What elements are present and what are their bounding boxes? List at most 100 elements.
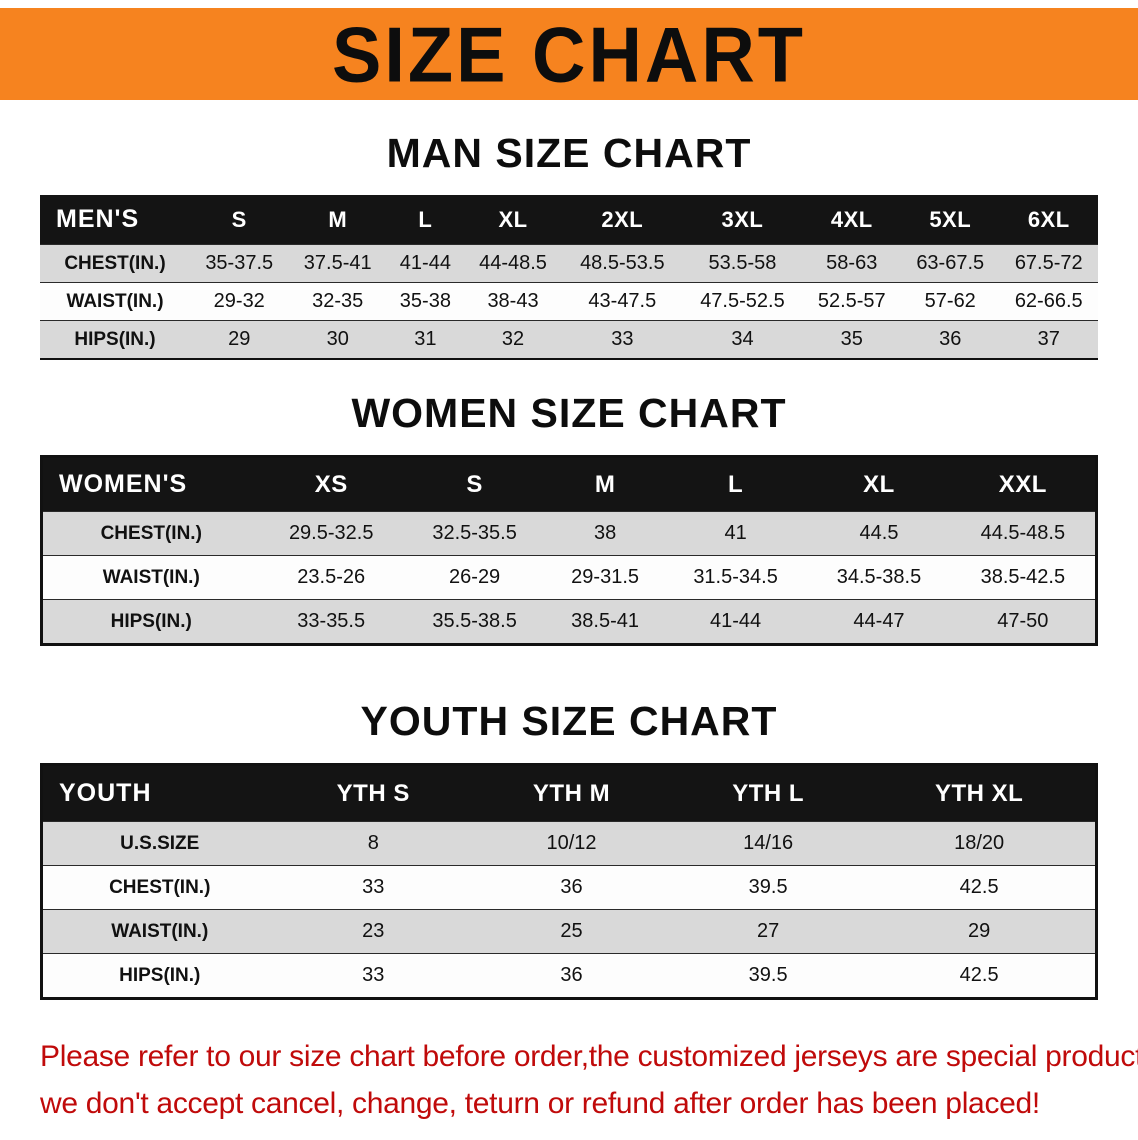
size-value: 18/20 [863,821,1097,866]
disclaimer-text: Please refer to our size chart before or… [40,1034,1138,1127]
youth-size-table: YOUTH YTH S YTH M YTH L YTH XL U.S.SIZE 8 10/12… [40,763,1098,1000]
women-size-section: WOMEN SIZE CHART WOMEN'S XS S M L XL XXL CHEST(… [0,390,1138,646]
column-header: XL [463,195,563,245]
size-value: 47-50 [950,599,1097,645]
size-value: 42.5 [863,953,1097,999]
youth-size-section: YOUTH SIZE CHART YOUTH YTH S YTH M YTH L YTH… [0,698,1138,1000]
size-value: 53.5-58 [682,244,803,283]
column-header: XL [807,456,951,512]
table-title-cell: YOUTH [41,764,277,822]
size-value: 41-44 [663,599,808,645]
table-row: WAIST(IN.) 23.5-26 26-29 29-31.5 31.5-34.5 34… [41,555,1097,600]
size-value: 47.5-52.5 [682,282,803,321]
size-value: 29-31.5 [546,555,664,600]
size-value: 39.5 [673,953,864,999]
column-header: 2XL [562,195,683,245]
man-size-section: MAN SIZE CHART MEN'S S M L XL 2XL 3XL 4XL 5XL 6XL… [0,130,1138,360]
size-value: 67.5-72 [999,244,1098,283]
table-row: WAIST(IN.) 29-32 32-35 35-38 38-43 43-47.5 47.… [40,282,1098,321]
size-value: 62-66.5 [999,282,1098,321]
size-value: 44-47 [807,599,951,645]
table-header-row: MEN'S S M L XL 2XL 3XL 4XL 5XL 6XL [40,195,1098,245]
size-chart-banner: SIZE CHART [0,8,1138,100]
table-title-cell: WOMEN'S [41,456,260,512]
table-row: CHEST(IN.) 33 36 39.5 42.5 [41,865,1097,910]
column-header: L [663,456,808,512]
man-size-heading: MAN SIZE CHART [386,130,752,176]
size-value: 14/16 [673,821,864,866]
banner-title: SIZE CHART [332,10,806,98]
size-value: 33 [276,865,470,910]
column-header: S [190,195,289,245]
table-row: WAIST(IN.) 23 25 27 29 [41,909,1097,954]
table-row: U.S.SIZE 8 10/12 14/16 18/20 [41,821,1097,866]
table-header-row: WOMEN'S XS S M L XL XXL [41,456,1097,512]
table-row: HIPS(IN.) 33 36 39.5 42.5 [41,953,1097,999]
size-value: 48.5-53.5 [562,244,683,283]
size-value: 25 [470,909,673,954]
size-value: 23 [276,909,470,954]
column-header: YTH S [276,764,470,822]
size-value: 29-32 [190,282,289,321]
size-value: 29 [863,909,1097,954]
size-value: 36 [470,865,673,910]
size-chart-page: SIZE CHART MAN SIZE CHART MEN'S S M L XL 2XL 3… [0,8,1138,1140]
row-label: WAIST(IN.) [41,555,260,600]
youth-size-heading: YOUTH SIZE CHART [360,698,778,744]
size-value: 35-38 [386,282,464,321]
size-value: 8 [276,821,470,866]
table-row: HIPS(IN.) 29 30 31 32 33 34 35 36 37 [40,320,1098,359]
size-value: 31.5-34.5 [663,555,808,600]
row-label: HIPS(IN.) [40,320,190,359]
women-size-heading: WOMEN SIZE CHART [351,390,787,436]
size-value: 41-44 [386,244,464,283]
size-value: 35 [802,320,901,359]
size-value: 29 [190,320,289,359]
size-value: 43-47.5 [562,282,683,321]
size-value: 33 [276,953,470,999]
size-value: 31 [386,320,464,359]
column-header: YTH XL [863,764,1097,822]
size-value: 30 [288,320,387,359]
size-value: 44.5 [807,511,951,556]
size-value: 35.5-38.5 [402,599,547,645]
size-value: 42.5 [863,865,1097,910]
size-value: 33-35.5 [259,599,403,645]
size-value: 26-29 [402,555,547,600]
size-value: 32 [463,320,563,359]
size-value: 38.5-42.5 [950,555,1097,600]
size-value: 36 [470,953,673,999]
column-header: M [288,195,387,245]
column-header: S [402,456,547,512]
size-value: 38 [546,511,664,556]
size-value: 23.5-26 [259,555,403,600]
size-value: 38-43 [463,282,563,321]
column-header: M [546,456,664,512]
column-header: 4XL [802,195,901,245]
column-header: XXL [950,456,1097,512]
size-value: 44.5-48.5 [950,511,1097,556]
column-header: 5XL [901,195,1000,245]
size-value: 41 [663,511,808,556]
row-label: WAIST(IN.) [41,909,277,954]
size-value: 36 [901,320,1000,359]
size-value: 34.5-38.5 [807,555,951,600]
column-header: YTH M [470,764,673,822]
row-label: CHEST(IN.) [41,865,277,910]
size-value: 33 [562,320,683,359]
size-value: 38.5-41 [546,599,664,645]
size-value: 35-37.5 [190,244,289,283]
row-label: HIPS(IN.) [41,599,260,645]
size-value: 10/12 [470,821,673,866]
row-label: U.S.SIZE [41,821,277,866]
size-value: 32-35 [288,282,387,321]
column-header: 6XL [999,195,1098,245]
column-header: L [386,195,464,245]
size-value: 39.5 [673,865,864,910]
table-title-cell: MEN'S [40,195,190,245]
column-header: XS [259,456,403,512]
man-size-table: MEN'S S M L XL 2XL 3XL 4XL 5XL 6XL CHEST(IN.) 35-37… [40,195,1098,360]
disclaimer-line-1: Please refer to our size chart before or… [40,1040,1138,1073]
table-header-row: YOUTH YTH S YTH M YTH L YTH XL [41,764,1097,822]
row-label: CHEST(IN.) [41,511,260,556]
